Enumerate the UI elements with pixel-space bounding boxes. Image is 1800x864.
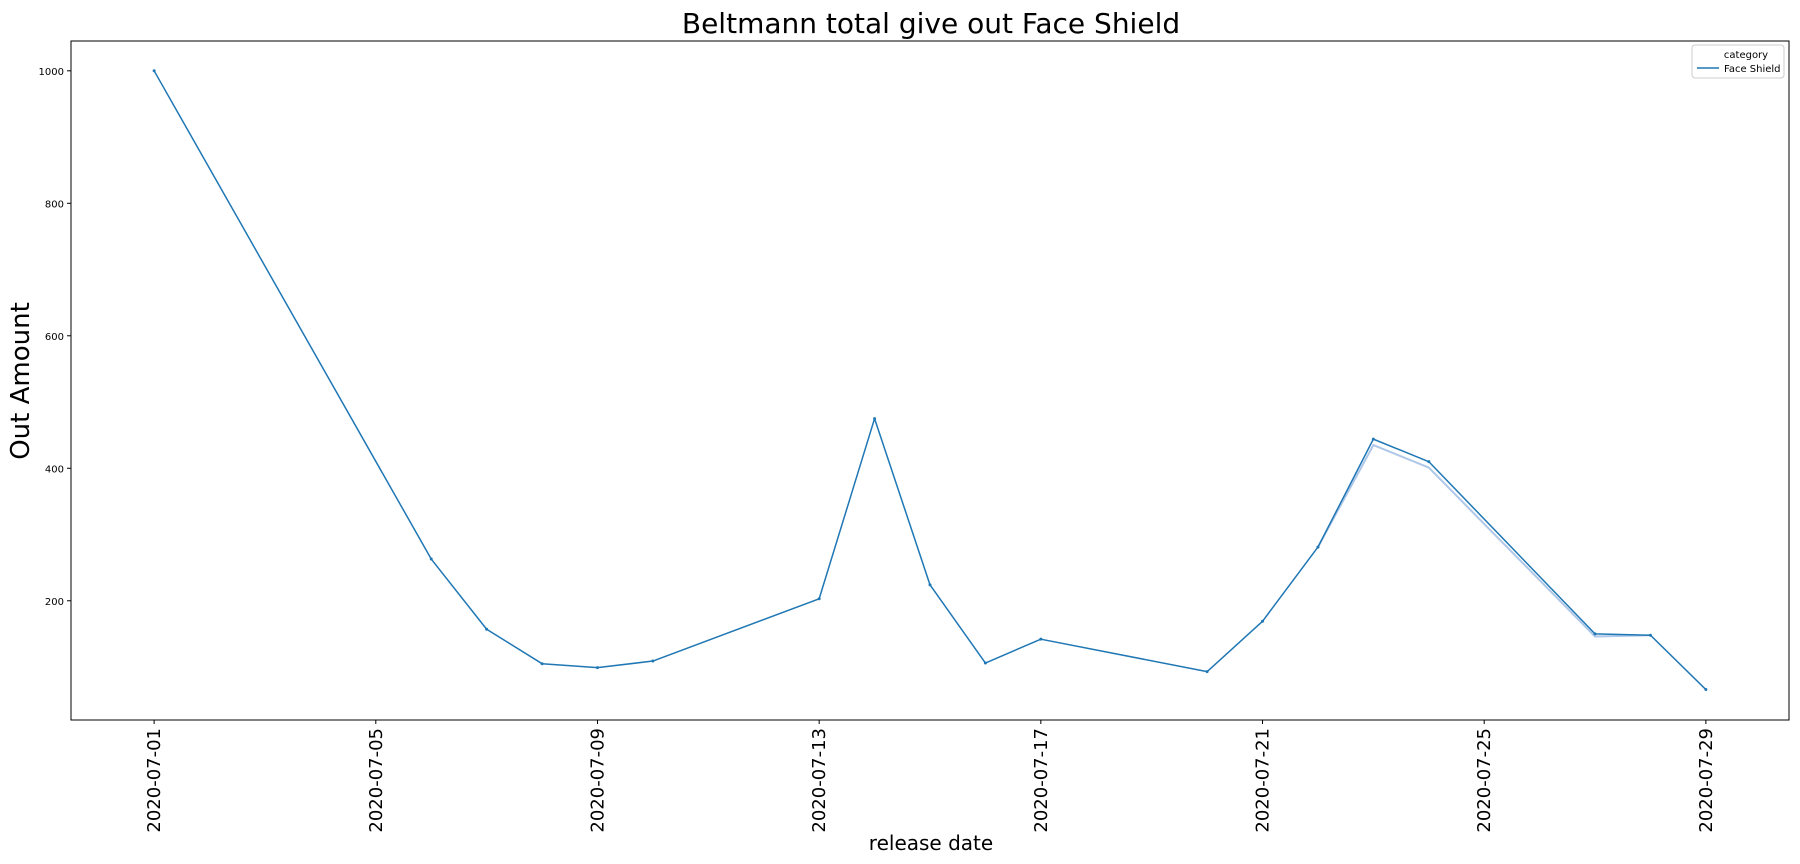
- legend-box: [1691, 44, 1785, 79]
- legend: category Face Shield: [1691, 44, 1785, 79]
- data-point: [1704, 688, 1708, 692]
- x-tick-label: 2020-07-21: [1253, 728, 1274, 833]
- x-tick-label: 2020-07-29: [1696, 728, 1717, 833]
- data-point: [928, 583, 932, 587]
- y-tick-label: 1000: [39, 67, 64, 78]
- x-tick-label: 2020-07-17: [1031, 728, 1052, 833]
- legend-entry-face-shield: Face Shield: [1724, 64, 1781, 75]
- x-tick-label: 2020-07-05: [366, 728, 387, 833]
- data-point: [1593, 632, 1597, 636]
- x-axis-label: release date: [869, 831, 993, 855]
- data-point: [429, 557, 433, 561]
- chart-title: Beltmann total give out Face Shield: [682, 7, 1180, 40]
- legend-title: category: [1724, 50, 1768, 61]
- x-axis: 2020-07-01 2020-07-05 2020-07-09 2020-07-13…: [144, 720, 1717, 833]
- data-point: [817, 597, 821, 601]
- data-point: [595, 666, 599, 670]
- confidence-band-layer: [1317, 444, 1651, 638]
- data-point: [1648, 633, 1652, 637]
- series-layer: [152, 69, 1708, 692]
- data-point: [873, 417, 877, 421]
- y-tick-label: 200: [45, 597, 64, 608]
- confidence-band: [1317, 444, 1651, 638]
- y-tick-label: 600: [45, 332, 64, 343]
- y-axis: 200 400 600 800 1000: [39, 67, 71, 608]
- data-point: [485, 627, 489, 631]
- data-point: [1316, 545, 1320, 549]
- data-point: [983, 661, 987, 665]
- x-tick-label: 2020-07-13: [809, 728, 830, 833]
- plot-area-frame: [70, 40, 1790, 721]
- data-point: [651, 659, 655, 663]
- y-tick-label: 400: [45, 464, 64, 475]
- x-tick-label: 2020-07-09: [587, 728, 608, 833]
- y-tick-label: 800: [45, 199, 64, 210]
- data-point: [1205, 670, 1209, 674]
- data-point: [1039, 637, 1043, 641]
- y-axis-label: Out Amount: [6, 302, 36, 460]
- data-point: [152, 69, 156, 73]
- data-point: [1427, 460, 1431, 464]
- x-tick-label: 2020-07-01: [144, 728, 165, 833]
- data-point: [1261, 619, 1265, 623]
- data-point: [1371, 437, 1375, 441]
- x-tick-label: 2020-07-25: [1474, 728, 1495, 833]
- data-point: [540, 662, 544, 666]
